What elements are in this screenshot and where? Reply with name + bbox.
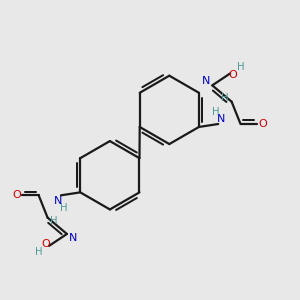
Text: N: N (54, 196, 62, 206)
Text: H: H (50, 216, 58, 226)
Text: N: N (202, 76, 211, 86)
Text: H: H (60, 203, 67, 213)
Text: O: O (258, 119, 267, 129)
Text: O: O (12, 190, 21, 200)
Text: N: N (217, 114, 225, 124)
Text: N: N (69, 233, 77, 243)
Text: H: H (237, 62, 244, 72)
Text: O: O (42, 239, 50, 249)
Text: H: H (212, 106, 220, 116)
Text: H: H (221, 93, 229, 103)
Text: O: O (229, 70, 238, 80)
Text: H: H (35, 248, 42, 257)
